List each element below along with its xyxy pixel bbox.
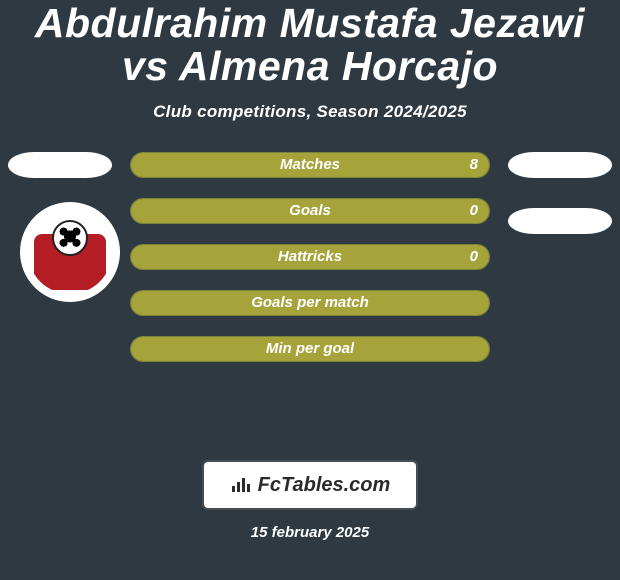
- comparison-chart: Matches8Goals0Hattricks0Goals per matchM…: [0, 152, 620, 452]
- stat-label: Min per goal: [130, 336, 490, 362]
- stat-label: Matches: [130, 152, 490, 178]
- stat-label: Goals: [130, 198, 490, 224]
- bar-chart-icon: [230, 476, 252, 494]
- stat-value: 0: [470, 244, 478, 270]
- soccer-ball-icon: [52, 220, 88, 256]
- stat-row: Min per goal: [130, 336, 490, 362]
- player-left-club-badge: [28, 210, 112, 294]
- stat-row: Hattricks0: [130, 244, 490, 270]
- infographic-canvas: Abdulrahim Mustafa Jezawi vs Almena Horc…: [0, 0, 620, 580]
- stat-row: Matches8: [130, 152, 490, 178]
- page-title: Abdulrahim Mustafa Jezawi vs Almena Horc…: [0, 0, 620, 88]
- page-subtitle: Club competitions, Season 2024/2025: [0, 102, 620, 122]
- stat-row: Goals0: [130, 198, 490, 224]
- stat-label: Goals per match: [130, 290, 490, 316]
- badge-right-mid: [508, 208, 612, 234]
- date-text: 15 february 2025: [0, 524, 620, 541]
- stat-label: Hattricks: [130, 244, 490, 270]
- brand-badge: FcTables.com: [202, 460, 418, 510]
- comparison-rows: Matches8Goals0Hattricks0Goals per matchM…: [130, 152, 490, 382]
- badge-right-top: [508, 152, 612, 178]
- player-left-photo: [20, 202, 120, 302]
- stat-row: Goals per match: [130, 290, 490, 316]
- badge-left-top: [8, 152, 112, 178]
- brand-text: FcTables.com: [258, 474, 391, 497]
- stat-value: 8: [470, 152, 478, 178]
- stat-value: 0: [470, 198, 478, 224]
